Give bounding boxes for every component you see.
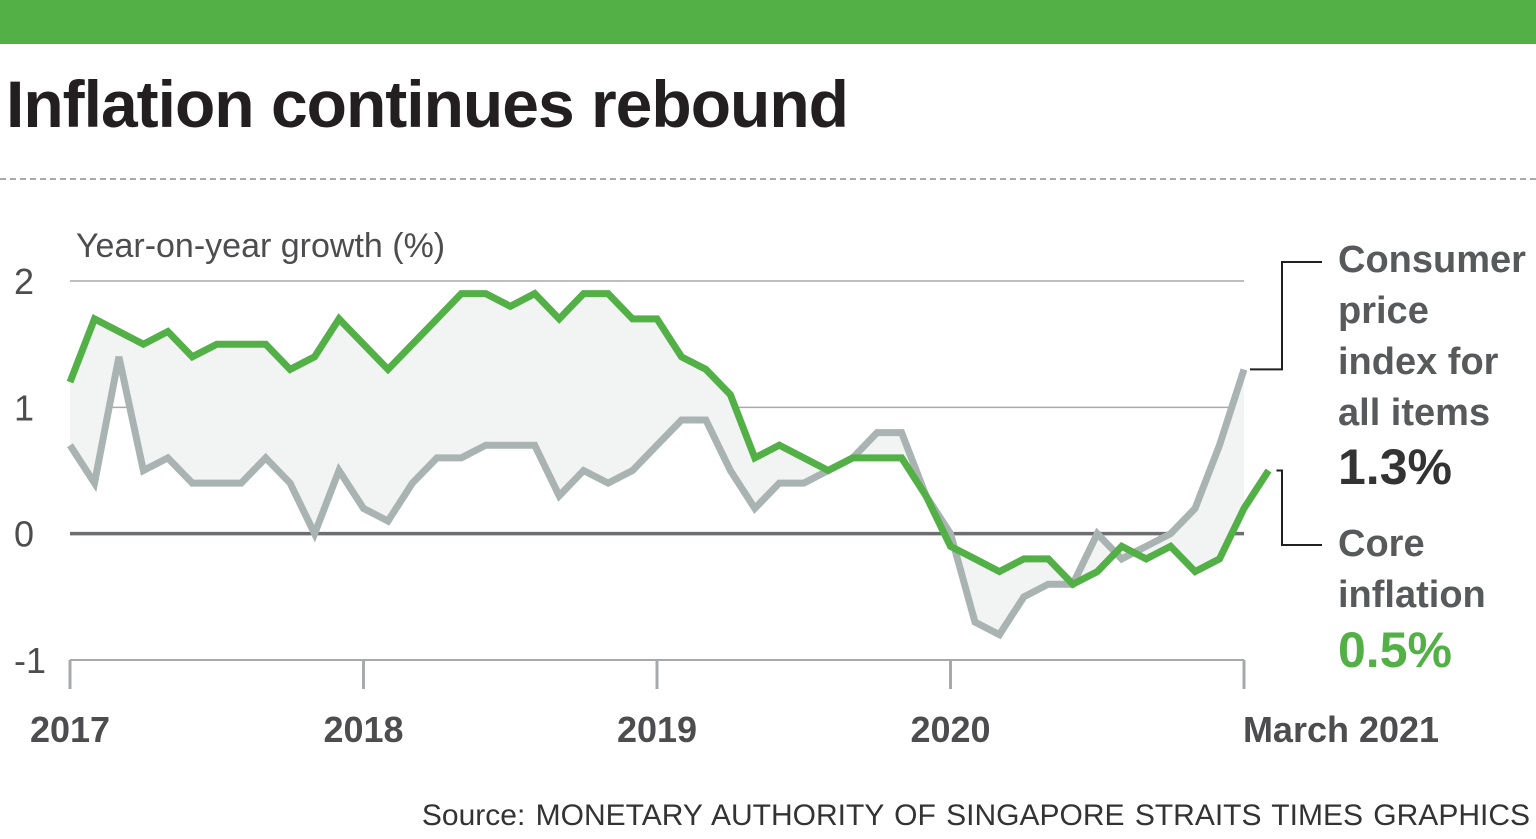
- cpi-all-items-line: [67, 356, 1248, 640]
- inflation-line-chart: 2 1 0 -1 2017 2018 2019 2020 March 2021 Year-on-…: [14, 227, 1526, 750]
- x-tick-label: 2017: [30, 709, 110, 750]
- area-between-series: [70, 293, 1244, 635]
- cpi-label-line: index for: [1338, 341, 1499, 383]
- cpi-leader-line: [1250, 261, 1322, 371]
- y-tick-label: 2: [14, 261, 34, 302]
- cpi-label-line: price: [1338, 290, 1429, 332]
- source-credit: Source: MONETARY AUTHORITY OF SINGAPORE …: [421, 799, 1530, 832]
- series-lines: [66, 289, 1272, 640]
- core-inflation-line: [66, 289, 1272, 589]
- core-label-line: Core: [1338, 523, 1425, 565]
- tick-labels: 2 1 0 -1 2017 2018 2019 2020 March 2021: [14, 261, 1439, 750]
- series-labels: Consumer price index for all items 1.3% Core i…: [1338, 239, 1526, 678]
- top-accent-bar: [0, 0, 1536, 44]
- y-tick-label: -1: [14, 640, 46, 681]
- series-leader-lines: [1250, 261, 1322, 546]
- core-leader-line: [1276, 469, 1322, 546]
- x-tick-label: 2019: [617, 709, 697, 750]
- title-divider: [0, 178, 1536, 180]
- x-axis: [68, 659, 1246, 689]
- x-tick-label: 2018: [323, 709, 403, 750]
- cpi-latest-value: 1.3%: [1338, 439, 1452, 495]
- core-label-line: inflation: [1338, 574, 1486, 616]
- y-axis-label: Year-on-year growth (%): [76, 227, 445, 265]
- chart-title: Inflation continues rebound: [6, 67, 849, 141]
- cpi-label-line: all items: [1338, 392, 1490, 434]
- x-tick-label: 2020: [910, 709, 990, 750]
- y-tick-label: 1: [14, 387, 34, 428]
- x-tick-label: March 2021: [1243, 709, 1439, 750]
- core-latest-value: 0.5%: [1338, 622, 1452, 678]
- y-tick-label: 0: [14, 514, 34, 555]
- cpi-label-line: Consumer: [1338, 239, 1526, 281]
